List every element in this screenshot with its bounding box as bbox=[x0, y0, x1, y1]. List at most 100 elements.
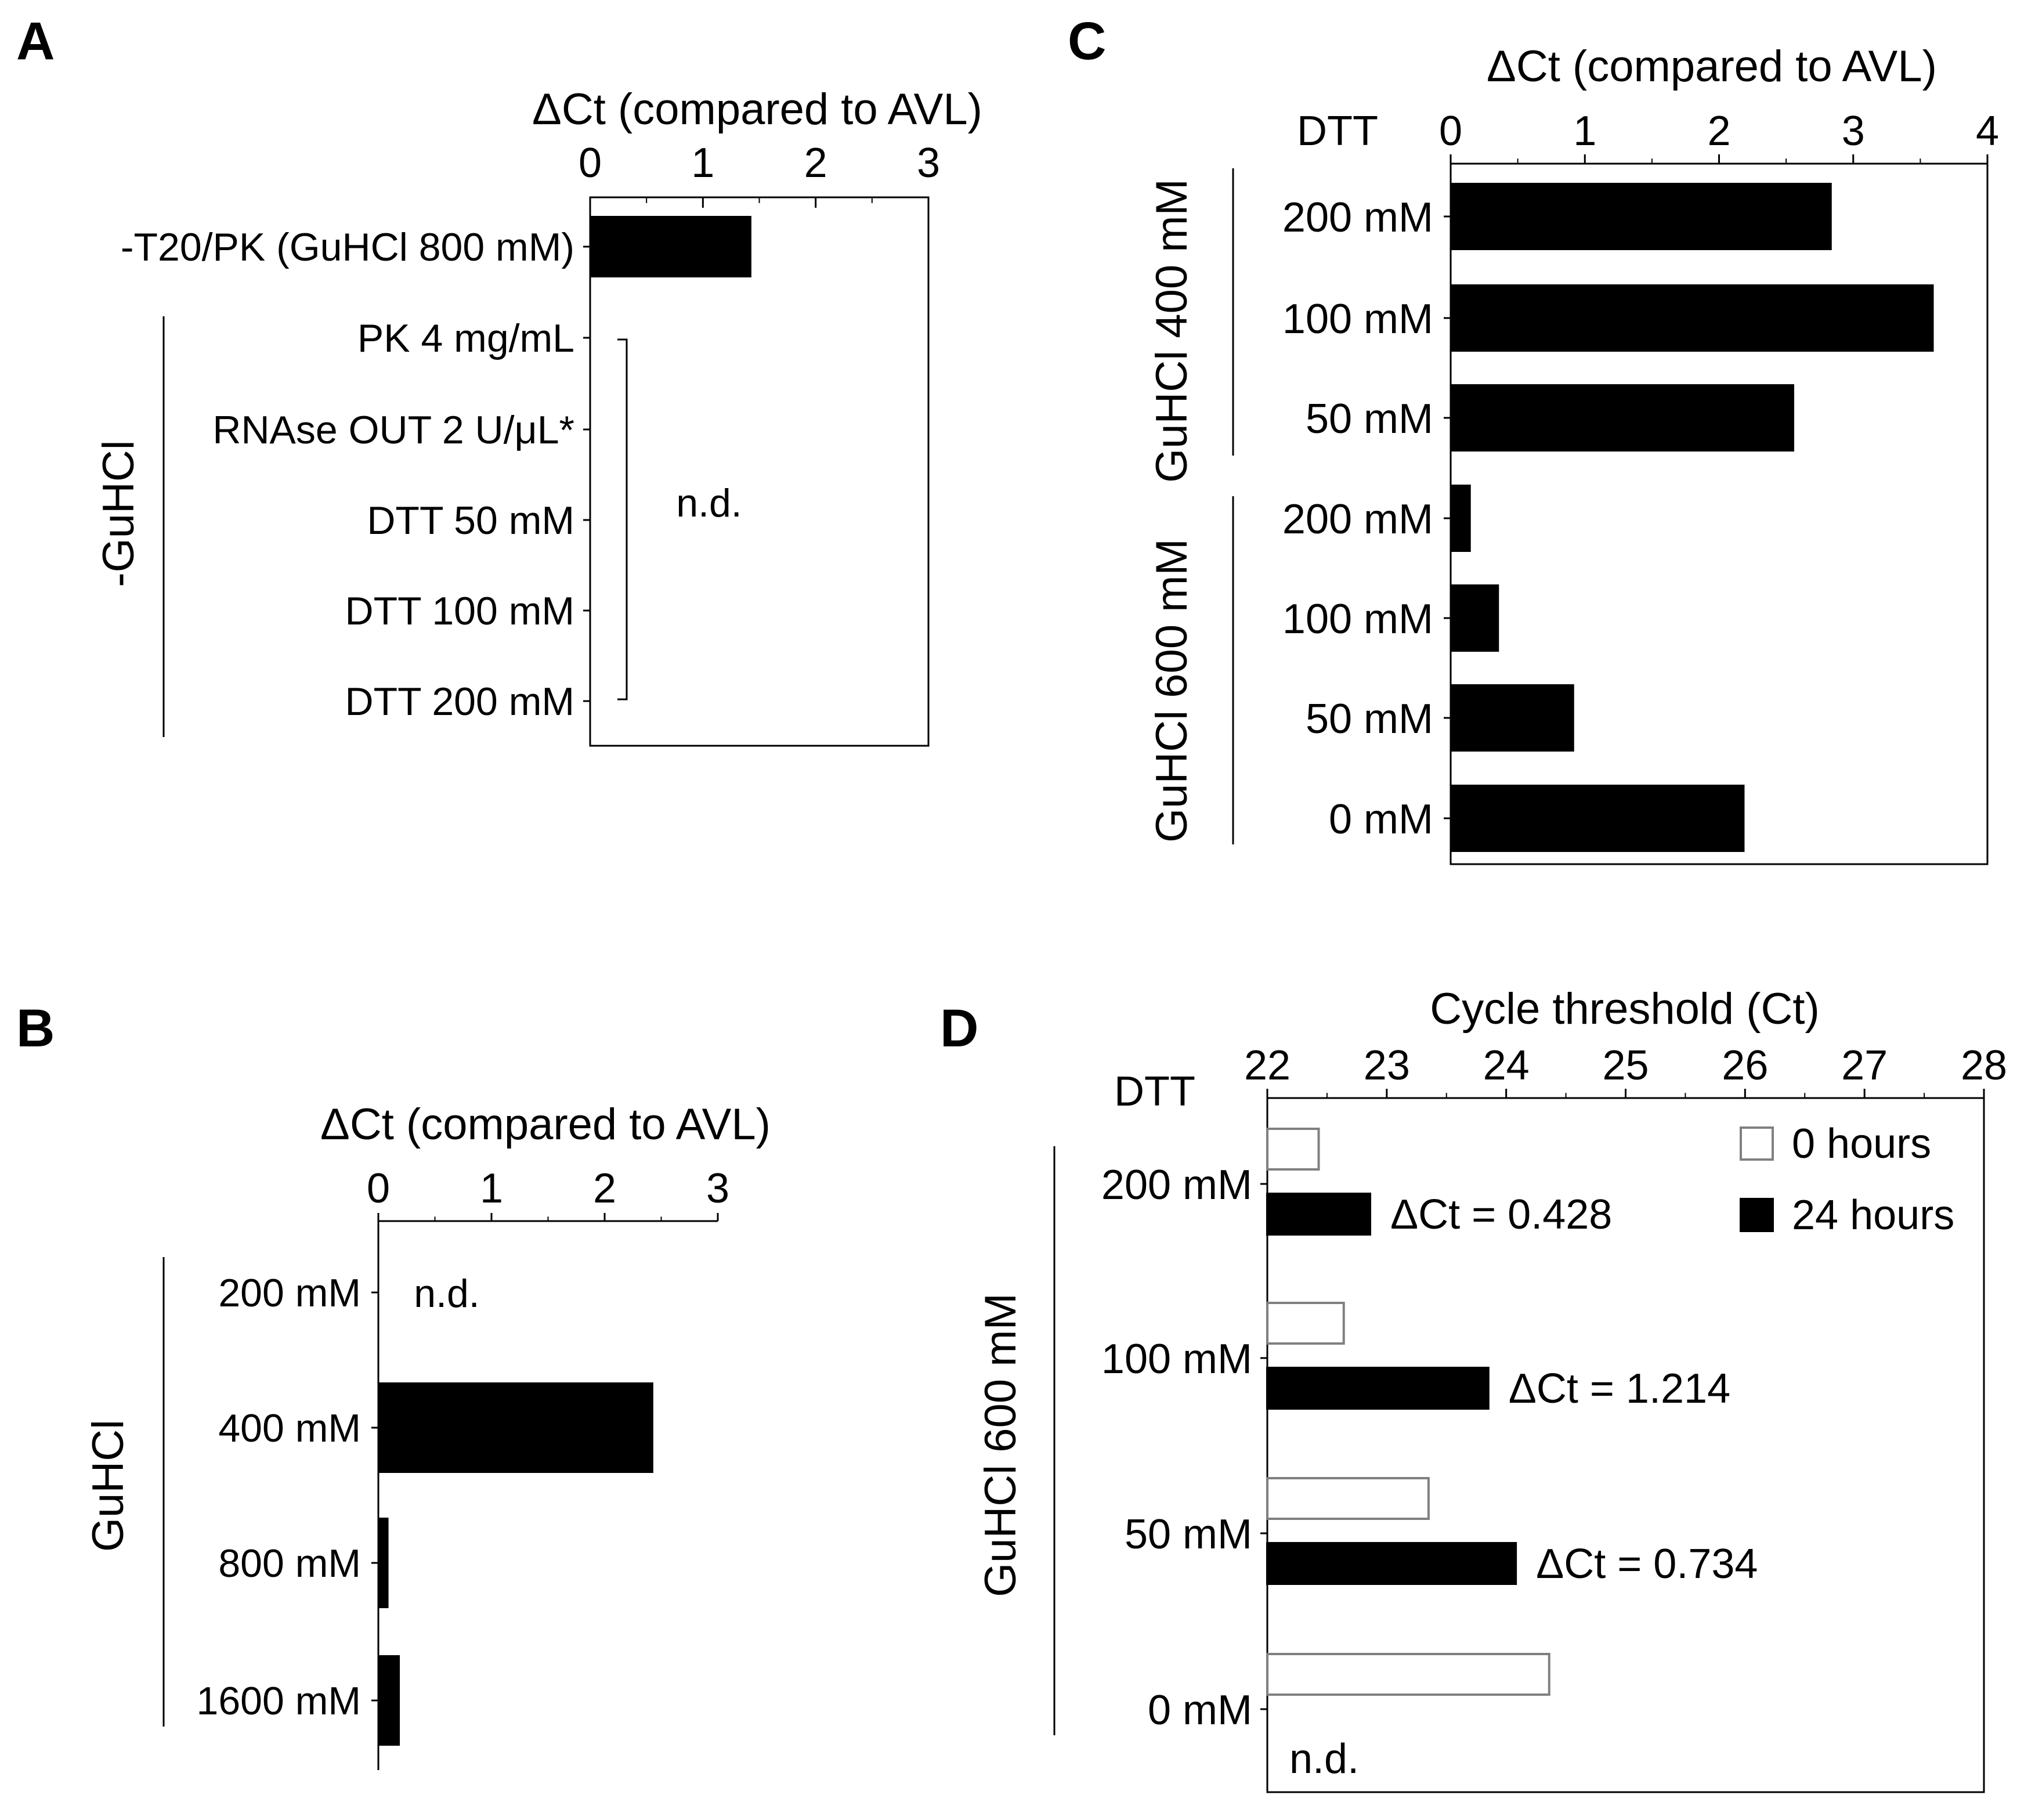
panel-a-x-axis: 0 1 2 3 bbox=[579, 140, 940, 208]
bar-guhcl-600-mm-200-mm bbox=[1451, 485, 1471, 552]
category-label-100-mm: 100 mM bbox=[1282, 296, 1433, 342]
x-tick-label: 2 bbox=[1707, 108, 1730, 154]
panel-d-group-label: GuHCl 600 mM bbox=[976, 1293, 1025, 1597]
category-label-100-mm: 100 mM bbox=[1282, 596, 1433, 642]
x-tick-label: 27 bbox=[1841, 1042, 1888, 1089]
panel-d-bars bbox=[1266, 1128, 1550, 1696]
bar-guhcl-400-mm-50-mm bbox=[1451, 384, 1794, 452]
category-label-dtt-50-mm: DTT 50 mM bbox=[367, 499, 574, 543]
category-label-200-mm: 200 mM bbox=[1282, 194, 1433, 241]
category-label-0-mm: 0 mM bbox=[1329, 796, 1433, 843]
delta-ct-annotation: ΔCt = 0.428 bbox=[1390, 1191, 1612, 1238]
x-tick-label: 3 bbox=[1842, 108, 1865, 154]
category-label-0-mm: 0 mM bbox=[1148, 1687, 1252, 1734]
bar-guhcl-400-mm-100-mm bbox=[1451, 284, 1934, 352]
bar-800-mm bbox=[378, 1518, 389, 1608]
bar-guhcl-400-mm-200-mm bbox=[1451, 183, 1832, 250]
x-tick-label: 0 bbox=[367, 1165, 390, 1212]
legend-swatch-0-hours bbox=[1740, 1126, 1774, 1161]
panel-b-title: ΔCt (compared to AVL) bbox=[320, 1100, 771, 1149]
panel-c-letter: C bbox=[1068, 12, 1106, 71]
panel-a: A ΔCt (compared to AVL) 0 1 2 3 -T20/PK (Gu… bbox=[16, 12, 982, 747]
panel-a-plot-frame bbox=[589, 196, 930, 747]
panel-c-dtt-header: DTT bbox=[1297, 108, 1378, 154]
panel-c: C ΔCt (compared to AVL) DTT 0 1 2 3 4 200 mM… bbox=[1068, 12, 1999, 865]
x-tick-label: 22 bbox=[1244, 1042, 1291, 1089]
x-tick-label: 1 bbox=[480, 1165, 503, 1212]
delta-ct-annotation: ΔCt = 1.214 bbox=[1509, 1366, 1730, 1412]
x-tick-label: 26 bbox=[1722, 1042, 1768, 1089]
x-tick-label: 2 bbox=[593, 1165, 616, 1212]
category-label-400-mm: 400 mM bbox=[218, 1406, 361, 1450]
x-tick-label: 0 bbox=[1439, 108, 1462, 154]
x-tick-label: 2 bbox=[804, 140, 827, 186]
panel-d-letter: D bbox=[940, 999, 978, 1058]
bar-1600-mm bbox=[378, 1655, 400, 1746]
panel-b-group-label: GuHCl bbox=[84, 1420, 133, 1552]
bar-t20-pk-guhcl-800-mm bbox=[590, 216, 751, 277]
panel-d-title: Cycle threshold (Ct) bbox=[1430, 984, 1820, 1034]
category-label-200-mm: 200 mM bbox=[218, 1271, 361, 1315]
panel-d-legend: 0 hours 24 hours bbox=[1740, 1121, 1954, 1238]
bar-guhcl-600-mm-100-mm bbox=[1451, 584, 1499, 652]
bar-0-hours-0-mm bbox=[1266, 1653, 1550, 1696]
panel-d-dtt-header: DTT bbox=[1114, 1068, 1195, 1115]
panel-a-category-labels: -T20/PK (GuHCl 800 mM) PK 4 mg/mL RNAse OU… bbox=[121, 225, 590, 724]
x-tick-label: 24 bbox=[1483, 1042, 1530, 1089]
category-label-50-mm: 50 mM bbox=[1125, 1511, 1252, 1558]
x-tick-label: 23 bbox=[1364, 1042, 1410, 1089]
bar-24-hours-100-mm bbox=[1266, 1367, 1490, 1410]
category-label-t20-pk-guhcl-800-mm: -T20/PK (GuHCl 800 mM) bbox=[121, 225, 574, 269]
panel-c-category-labels: 200 mM 100 mM 50 mM 200 mM 100 mM 50 mM 0 mM bbox=[1282, 194, 1451, 843]
x-tick-label: 0 bbox=[579, 140, 602, 186]
bar-0-hours-100-mm bbox=[1266, 1302, 1345, 1345]
x-tick-label: 3 bbox=[706, 1165, 729, 1212]
category-label-dtt-200-mm: DTT 200 mM bbox=[345, 680, 574, 724]
category-label-50-mm: 50 mM bbox=[1306, 696, 1433, 742]
bar-400-mm bbox=[378, 1382, 653, 1473]
bar-24-hours-50-mm bbox=[1266, 1542, 1517, 1585]
panel-a-nd-bracket bbox=[617, 338, 628, 700]
x-tick-label: 28 bbox=[1961, 1042, 2007, 1089]
bar-24-hours-200-mm bbox=[1266, 1193, 1372, 1236]
bar-guhcl-600-mm-0-mm bbox=[1451, 785, 1745, 852]
panel-d-category-labels: 200 mM 100 mM 50 mM 0 mM bbox=[1101, 1162, 1267, 1734]
nd-label: n.d. bbox=[1289, 1736, 1359, 1782]
bar-guhcl-600-mm-50-mm bbox=[1451, 684, 1574, 752]
delta-ct-annotation: ΔCt = 0.734 bbox=[1536, 1541, 1758, 1587]
category-label-100-mm: 100 mM bbox=[1101, 1336, 1252, 1382]
x-tick-label: 4 bbox=[1976, 108, 1999, 154]
panel-b-nd-label: n.d. bbox=[414, 1272, 479, 1316]
panel-c-plot-frame bbox=[1450, 162, 1989, 865]
category-label-50-mm: 50 mM bbox=[1306, 396, 1433, 442]
legend-label-0-hours: 0 hours bbox=[1792, 1121, 1931, 1167]
panel-c-bars bbox=[1451, 183, 1934, 852]
x-tick-label: 25 bbox=[1602, 1042, 1649, 1089]
panel-a-letter: A bbox=[16, 12, 55, 71]
category-label-800-mm: 800 mM bbox=[218, 1541, 361, 1586]
panel-c-group-label-600: GuHCl 600 mM bbox=[1147, 539, 1197, 843]
panel-b-category-labels: 200 mM 400 mM 800 mM 1600 mM bbox=[197, 1271, 378, 1723]
panel-c-x-axis: 0 1 2 3 4 bbox=[1439, 108, 1999, 164]
panel-c-title: ΔCt (compared to AVL) bbox=[1487, 42, 1937, 91]
bar-0-hours-200-mm bbox=[1266, 1128, 1320, 1171]
category-label-pk-4-mg-ml: PK 4 mg/mL bbox=[357, 316, 574, 360]
category-label-dtt-100-mm: DTT 100 mM bbox=[345, 589, 574, 633]
legend-swatch-24-hours bbox=[1740, 1198, 1774, 1232]
panel-a-title: ΔCt (compared to AVL) bbox=[532, 85, 982, 134]
x-tick-label: 1 bbox=[691, 140, 714, 186]
legend-label-24-hours: 24 hours bbox=[1792, 1192, 1954, 1238]
panel-d: D Cycle threshold (Ct) DTT 22 23 24 25 26 27 2… bbox=[940, 984, 2007, 1793]
panel-a-group-label: -GuHCl bbox=[94, 440, 143, 587]
category-label-1600-mm: 1600 mM bbox=[197, 1679, 361, 1723]
panel-d-x-axis: 22 23 24 25 26 27 28 bbox=[1244, 1042, 2007, 1098]
panel-b-bars bbox=[378, 1382, 653, 1746]
panel-b-letter: B bbox=[16, 999, 55, 1058]
x-tick-label: 1 bbox=[1573, 108, 1596, 154]
panel-d-delta-annotations: ΔCt = 0.428 ΔCt = 1.214 ΔCt = 0.734 n.d. bbox=[1289, 1191, 1758, 1782]
category-label-200-mm: 200 mM bbox=[1282, 496, 1433, 543]
panel-b-x-axis: 0 1 2 3 bbox=[367, 1165, 729, 1221]
panel-a-nd-label: n.d. bbox=[676, 481, 742, 525]
category-label-200-mm: 200 mM bbox=[1101, 1162, 1252, 1208]
